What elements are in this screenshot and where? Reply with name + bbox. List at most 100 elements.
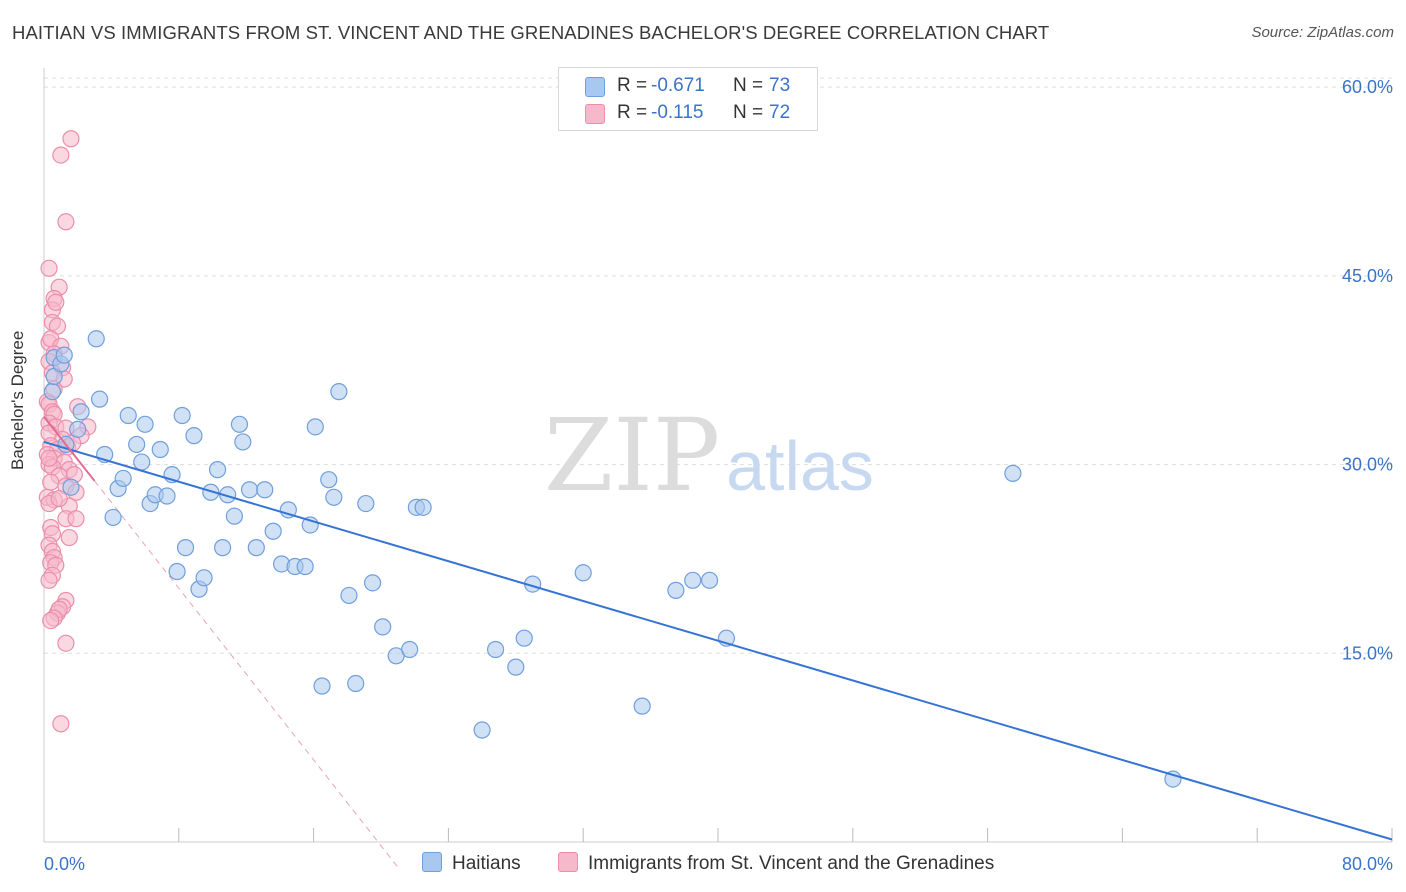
legend-row-haitians: R = -0.671 N = 73 <box>559 74 817 100</box>
blue-point <box>185 427 203 445</box>
blue-trend-line <box>43 440 1393 841</box>
legend: R = -0.671 N = 73 R = -0.115 N = 72 <box>558 67 818 131</box>
blue-point <box>347 674 365 693</box>
blue-point <box>136 415 154 433</box>
legend-n-label: N = <box>733 75 764 96</box>
blue-point <box>401 640 419 659</box>
bottom-legend-haitians: Haitians <box>422 852 521 875</box>
pink-point <box>40 571 58 589</box>
trend-extension <box>94 480 399 868</box>
blue-point <box>1004 464 1022 482</box>
y-tick-label: 15.0% <box>1342 643 1393 663</box>
watermark-zip: ZIP <box>544 397 720 514</box>
watermark: ZIP atlas <box>544 397 874 514</box>
pink-point <box>52 146 70 164</box>
pink-point <box>50 489 68 508</box>
blue-point <box>320 471 338 489</box>
blue-point <box>330 383 348 401</box>
blue-point <box>306 418 324 436</box>
blue-point <box>507 658 525 676</box>
blue-point <box>296 557 314 576</box>
blue-point <box>574 564 592 582</box>
blue-point <box>256 481 274 499</box>
blue-point <box>195 569 213 587</box>
blue-point <box>264 522 282 540</box>
pink-point <box>57 213 75 231</box>
pink-point <box>60 528 78 547</box>
trend-lines <box>43 416 1393 841</box>
bottom-legend-swatch-blue <box>422 852 442 872</box>
pink-point <box>40 449 58 467</box>
legend-swatch-pink <box>585 104 605 124</box>
legend-n-value: 72 <box>769 102 791 123</box>
blue-point <box>340 586 358 605</box>
blue-point <box>176 539 195 557</box>
blue-point <box>486 640 505 659</box>
bottom-legend-immigrants: Immigrants from St. Vincent and the Gren… <box>558 852 994 875</box>
bottom-legend-label: Haitians <box>452 853 521 874</box>
blue-point <box>173 406 191 425</box>
blue-point <box>473 721 491 739</box>
source-label: Source: ZipAtlas.com <box>1251 24 1394 41</box>
legend-r-value: -0.115 <box>651 102 704 123</box>
pink-trend-line <box>43 416 96 482</box>
pink-point <box>57 634 75 652</box>
blue-point <box>357 494 375 513</box>
blue-point <box>234 433 252 451</box>
blue-point <box>91 390 109 408</box>
blue-point <box>72 403 90 421</box>
y-tick-label: 45.0% <box>1342 266 1393 286</box>
legend-swatch-blue <box>585 77 605 97</box>
pink-point <box>52 715 70 733</box>
blue-point <box>151 440 169 459</box>
blue-point <box>515 629 533 647</box>
blue-point <box>133 453 151 471</box>
blue-point <box>667 581 685 599</box>
legend-r-label: R = <box>617 102 648 123</box>
y-tick-label: 60.0% <box>1342 77 1393 97</box>
blue-point <box>114 469 132 488</box>
blue-point <box>55 346 73 364</box>
blue-point <box>240 481 259 499</box>
legend-r-label: R = <box>617 75 648 96</box>
pink-point <box>67 510 85 528</box>
legend-n-label: N = <box>733 102 764 123</box>
pink-points <box>38 130 97 733</box>
pink-point <box>42 611 60 630</box>
pink-point <box>40 259 58 277</box>
legend-n-value: 73 <box>769 75 791 96</box>
blue-point <box>69 420 87 438</box>
blue-point <box>414 498 432 516</box>
blue-point <box>633 697 651 715</box>
blue-point <box>43 383 62 401</box>
bottom-legend-swatch-pink <box>558 852 578 872</box>
blue-point <box>128 435 146 454</box>
blue-point <box>214 539 232 557</box>
blue-point <box>700 571 719 589</box>
watermark-atlas: atlas <box>726 427 874 505</box>
blue-point <box>313 677 331 695</box>
blue-point <box>202 483 220 501</box>
blue-point <box>225 507 244 525</box>
blue-point <box>119 406 137 425</box>
blue-point <box>325 488 343 506</box>
y-tick-label: 30.0% <box>1342 455 1393 475</box>
blue-point <box>279 501 297 519</box>
chart-title: HAITIAN VS IMMIGRANTS FROM ST. VINCENT A… <box>12 22 1050 43</box>
pink-point <box>47 293 65 311</box>
blue-point <box>374 618 392 636</box>
legend-row-immigrants: R = -0.115 N = 72 <box>559 101 817 127</box>
legend-r-value: -0.671 <box>651 75 705 96</box>
gridlines <box>44 77 1392 654</box>
blue-points <box>43 330 1182 788</box>
x-tick-label: 80.0% <box>1342 854 1393 874</box>
blue-point <box>158 487 176 505</box>
bottom-legend-label: Immigrants from St. Vincent and the Gren… <box>588 853 995 874</box>
tick-labels: 15.0% 30.0% 45.0% 60.0% 0.0% 80.0% <box>44 77 1393 874</box>
pink-trend-extension <box>94 480 399 868</box>
blue-point <box>104 508 122 527</box>
pink-point <box>62 130 80 148</box>
blue-point <box>363 574 382 592</box>
x-tick-label: 0.0% <box>44 854 85 874</box>
